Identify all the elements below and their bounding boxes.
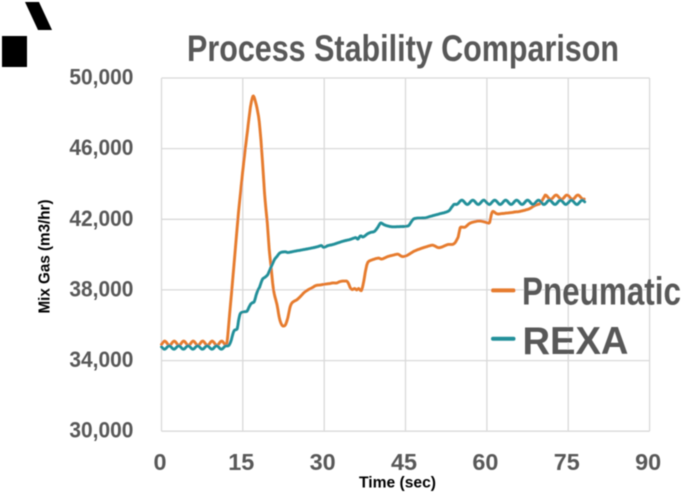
svg-text:34,000: 34,000 <box>69 347 133 372</box>
svg-text:Time (sec): Time (sec) <box>359 475 436 492</box>
svg-text:45: 45 <box>391 449 417 475</box>
svg-text:60: 60 <box>472 449 498 475</box>
svg-text:30,000: 30,000 <box>69 418 133 443</box>
svg-text:50,000: 50,000 <box>69 65 133 90</box>
svg-text:30: 30 <box>310 449 336 475</box>
svg-text:90: 90 <box>635 449 661 475</box>
svg-text:75: 75 <box>554 449 580 475</box>
svg-text:42,000: 42,000 <box>69 206 133 231</box>
svg-text:38,000: 38,000 <box>69 276 133 301</box>
svg-text:Process Stability Comparison: Process Stability Comparison <box>187 28 619 69</box>
svg-text:Mix Gas (m3/hr): Mix Gas (m3/hr) <box>37 200 54 314</box>
svg-text:Pneumatic: Pneumatic <box>522 270 681 313</box>
svg-text:46,000: 46,000 <box>69 135 133 160</box>
svg-text:0: 0 <box>153 449 166 475</box>
svg-text:REXA: REXA <box>523 320 629 363</box>
svg-text:15: 15 <box>228 449 254 475</box>
